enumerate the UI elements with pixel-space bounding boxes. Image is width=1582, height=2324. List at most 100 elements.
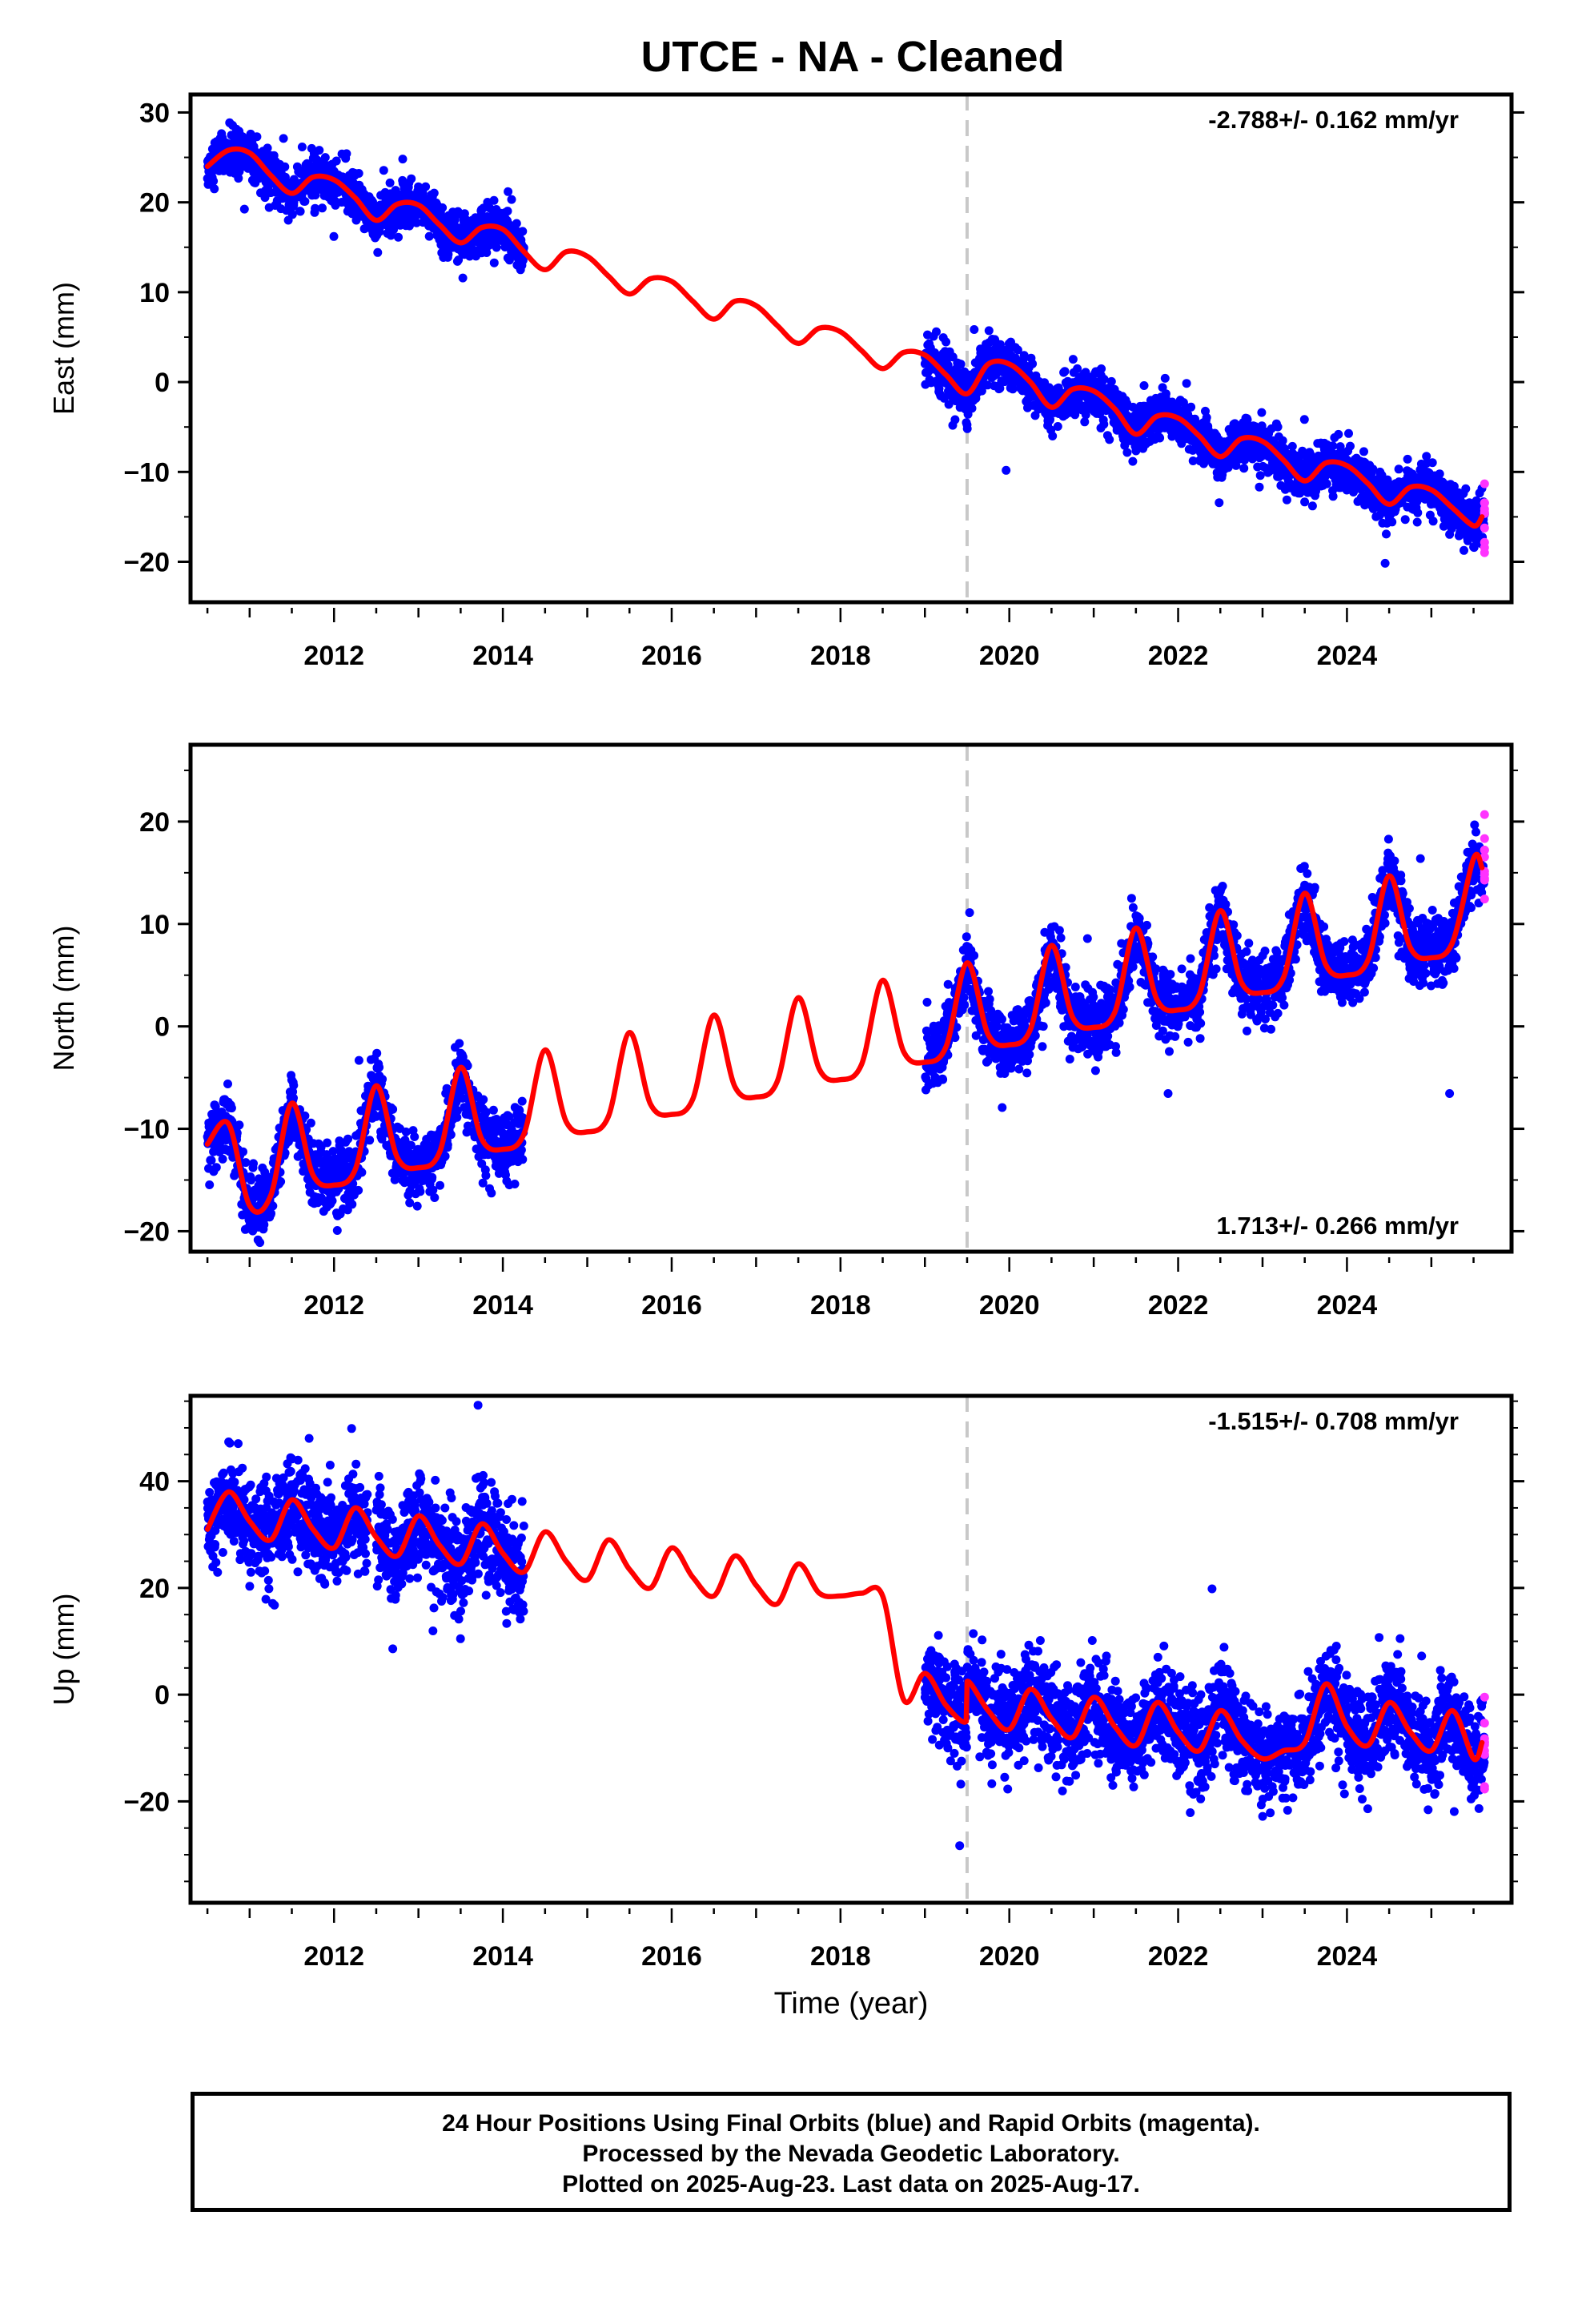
final-orbit-point: [1053, 422, 1062, 431]
final-orbit-point: [1359, 447, 1368, 456]
final-orbit-point: [965, 908, 974, 918]
final-orbit-point: [458, 273, 468, 283]
final-orbit-point: [452, 1112, 462, 1122]
final-orbit-point: [279, 134, 288, 143]
final-orbit-point: [960, 1000, 970, 1010]
final-orbit-point: [1307, 501, 1317, 511]
final-orbit-point: [252, 132, 262, 142]
final-orbit-point: [985, 995, 994, 1004]
data-points-north: [203, 810, 1489, 1248]
final-orbit-point: [1048, 432, 1058, 440]
final-orbit-point: [1128, 456, 1138, 466]
final-orbit-point: [1461, 484, 1471, 493]
final-orbit-point: [1394, 464, 1403, 474]
y-tick-label: −10: [123, 457, 170, 488]
final-orbit-point: [1257, 408, 1267, 417]
final-orbit-point: [357, 1168, 367, 1177]
final-orbit-point: [332, 1226, 342, 1235]
final-orbit-point: [365, 1136, 375, 1145]
x-tick-label: 2016: [641, 641, 702, 671]
final-orbit-point: [235, 1120, 244, 1130]
final-orbit-point: [1243, 415, 1252, 424]
y-tick-label: 20: [139, 188, 170, 219]
final-orbit-point: [342, 149, 351, 159]
rapid-orbit-point: [1480, 543, 1489, 553]
final-orbit-point: [297, 143, 307, 151]
final-orbit-point: [1278, 436, 1287, 445]
rapid-orbit-point: [1480, 498, 1489, 508]
final-orbit-point: [489, 195, 499, 205]
final-orbit-point: [394, 232, 403, 242]
final-orbit-point: [234, 174, 243, 183]
final-orbit-point: [436, 1180, 444, 1190]
final-orbit-point: [343, 1134, 353, 1144]
final-orbit-point: [440, 1152, 450, 1161]
final-orbit-point: [375, 1063, 384, 1072]
final-orbit-point: [995, 384, 1005, 393]
final-orbit-point: [1287, 441, 1297, 451]
x-tick-label: 2014: [472, 641, 533, 671]
final-orbit-point: [1099, 420, 1109, 429]
final-orbit-point: [421, 182, 431, 191]
final-orbit-point: [481, 1171, 491, 1180]
final-orbit-point: [1186, 402, 1196, 412]
final-orbit-point: [516, 1145, 526, 1155]
final-orbit-point: [205, 1180, 215, 1189]
y-tick-label: 10: [139, 278, 170, 308]
rapid-orbit-point: [1480, 523, 1489, 533]
final-orbit-point: [368, 197, 377, 207]
final-orbit-point: [1231, 460, 1241, 470]
final-orbit-point: [268, 1201, 278, 1211]
final-orbit-point: [478, 1178, 488, 1188]
final-orbit-point: [967, 404, 977, 413]
final-orbit-point: [1002, 465, 1011, 475]
final-orbit-point: [489, 258, 499, 267]
final-orbit-point: [429, 188, 439, 198]
final-orbit-point: [956, 360, 966, 369]
final-orbit-point: [977, 386, 986, 396]
final-orbit-point: [416, 1187, 425, 1196]
final-orbit-point: [1334, 429, 1343, 439]
final-orbit-point: [1346, 441, 1355, 451]
final-orbit-point: [1344, 428, 1353, 438]
y-tick-label: −20: [123, 548, 170, 578]
final-orbit-point: [1028, 359, 1038, 368]
final-orbit-point: [247, 1176, 256, 1185]
final-orbit-point: [1335, 442, 1345, 452]
final-orbit-point: [1273, 422, 1283, 432]
final-orbit-point: [306, 1118, 315, 1128]
final-orbit-point: [211, 1163, 221, 1172]
final-orbit-point: [465, 251, 475, 261]
final-orbit-point: [255, 1238, 265, 1248]
data-points-east: [203, 118, 1489, 568]
final-orbit-point: [354, 169, 363, 178]
final-orbit-point: [962, 932, 971, 942]
final-orbit-point: [1328, 441, 1338, 451]
final-orbit-point: [1387, 517, 1397, 527]
x-tick-label: 2020: [979, 641, 1040, 671]
final-orbit-point: [412, 1201, 422, 1211]
final-orbit-point: [952, 1023, 962, 1032]
final-orbit-point: [1122, 448, 1132, 457]
final-orbit-point: [1422, 452, 1431, 461]
final-orbit-point: [329, 231, 339, 241]
final-orbit-point: [1328, 492, 1338, 501]
final-orbit-point: [373, 247, 383, 257]
final-orbit-point: [401, 1127, 411, 1136]
final-orbit-point: [942, 337, 951, 347]
final-orbit-point: [1013, 345, 1022, 355]
final-orbit-point: [209, 176, 219, 186]
final-orbit-point: [331, 156, 341, 166]
x-tick-label: 2018: [810, 641, 871, 671]
final-orbit-point: [492, 243, 501, 252]
final-orbit-point: [984, 326, 994, 336]
final-orbit-point: [984, 987, 993, 996]
final-orbit-point: [1139, 381, 1149, 390]
final-orbit-point: [487, 1188, 496, 1198]
final-orbit-point: [518, 1155, 528, 1164]
final-orbit-point: [406, 1140, 416, 1150]
final-orbit-point: [959, 993, 969, 1003]
final-orbit-point: [1160, 373, 1170, 383]
x-tick-label: 2012: [303, 641, 364, 671]
final-orbit-point: [1106, 376, 1116, 386]
